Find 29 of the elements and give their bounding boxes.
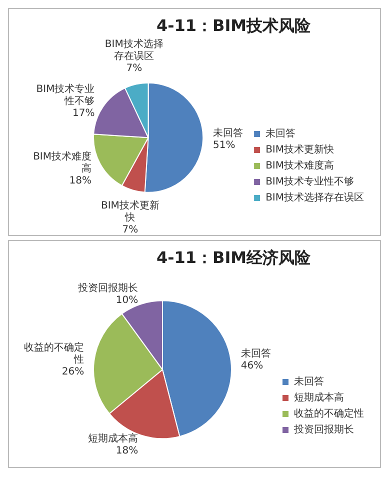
data-label: 18% — [69, 175, 92, 186]
chart-title: 4-11：BIM经济风险 — [156, 248, 312, 267]
data-label: 10% — [116, 295, 138, 306]
chart-title: 4-11：BIM技术风险 — [156, 16, 312, 35]
legend-label: 投资回报期长 — [293, 424, 354, 436]
data-label: 7% — [126, 62, 142, 74]
data-label: 7% — [122, 224, 138, 236]
slice-label: 投资回报期长 — [77, 282, 138, 294]
slice-label: 短期成本高 — [88, 432, 138, 444]
slice-label: BIM技术专业性不够 — [36, 82, 95, 107]
slice-label: BIM技术选择存在误区 — [104, 38, 164, 62]
data-label: 26% — [62, 366, 84, 378]
data-label: 51% — [213, 140, 236, 152]
slice-label: 未回答 — [213, 127, 244, 140]
data-label: 18% — [116, 445, 138, 456]
legend-label: BIM技术难度高 — [266, 160, 334, 172]
data-label: 46% — [240, 360, 264, 372]
legend-label: 未回答 — [266, 128, 296, 140]
data-label: 17% — [72, 108, 95, 119]
legend-label: 收益的不确定性 — [294, 408, 364, 420]
legend-label: BIM技术更新快 — [266, 144, 334, 156]
legend-label: 未回答 — [294, 376, 324, 388]
legend-label: BIM技术选择存在误区 — [266, 192, 364, 204]
slice-label: 收益的不确定性 — [24, 341, 84, 366]
legend-label: BIM技术专业性不够 — [266, 176, 354, 188]
legend-label: 短期成本高 — [294, 392, 344, 404]
slice-label: 未回答 — [240, 347, 271, 360]
slice-label: BIM技术更新快 — [100, 199, 160, 224]
slice-label: BIM技术难度高 — [33, 150, 92, 174]
